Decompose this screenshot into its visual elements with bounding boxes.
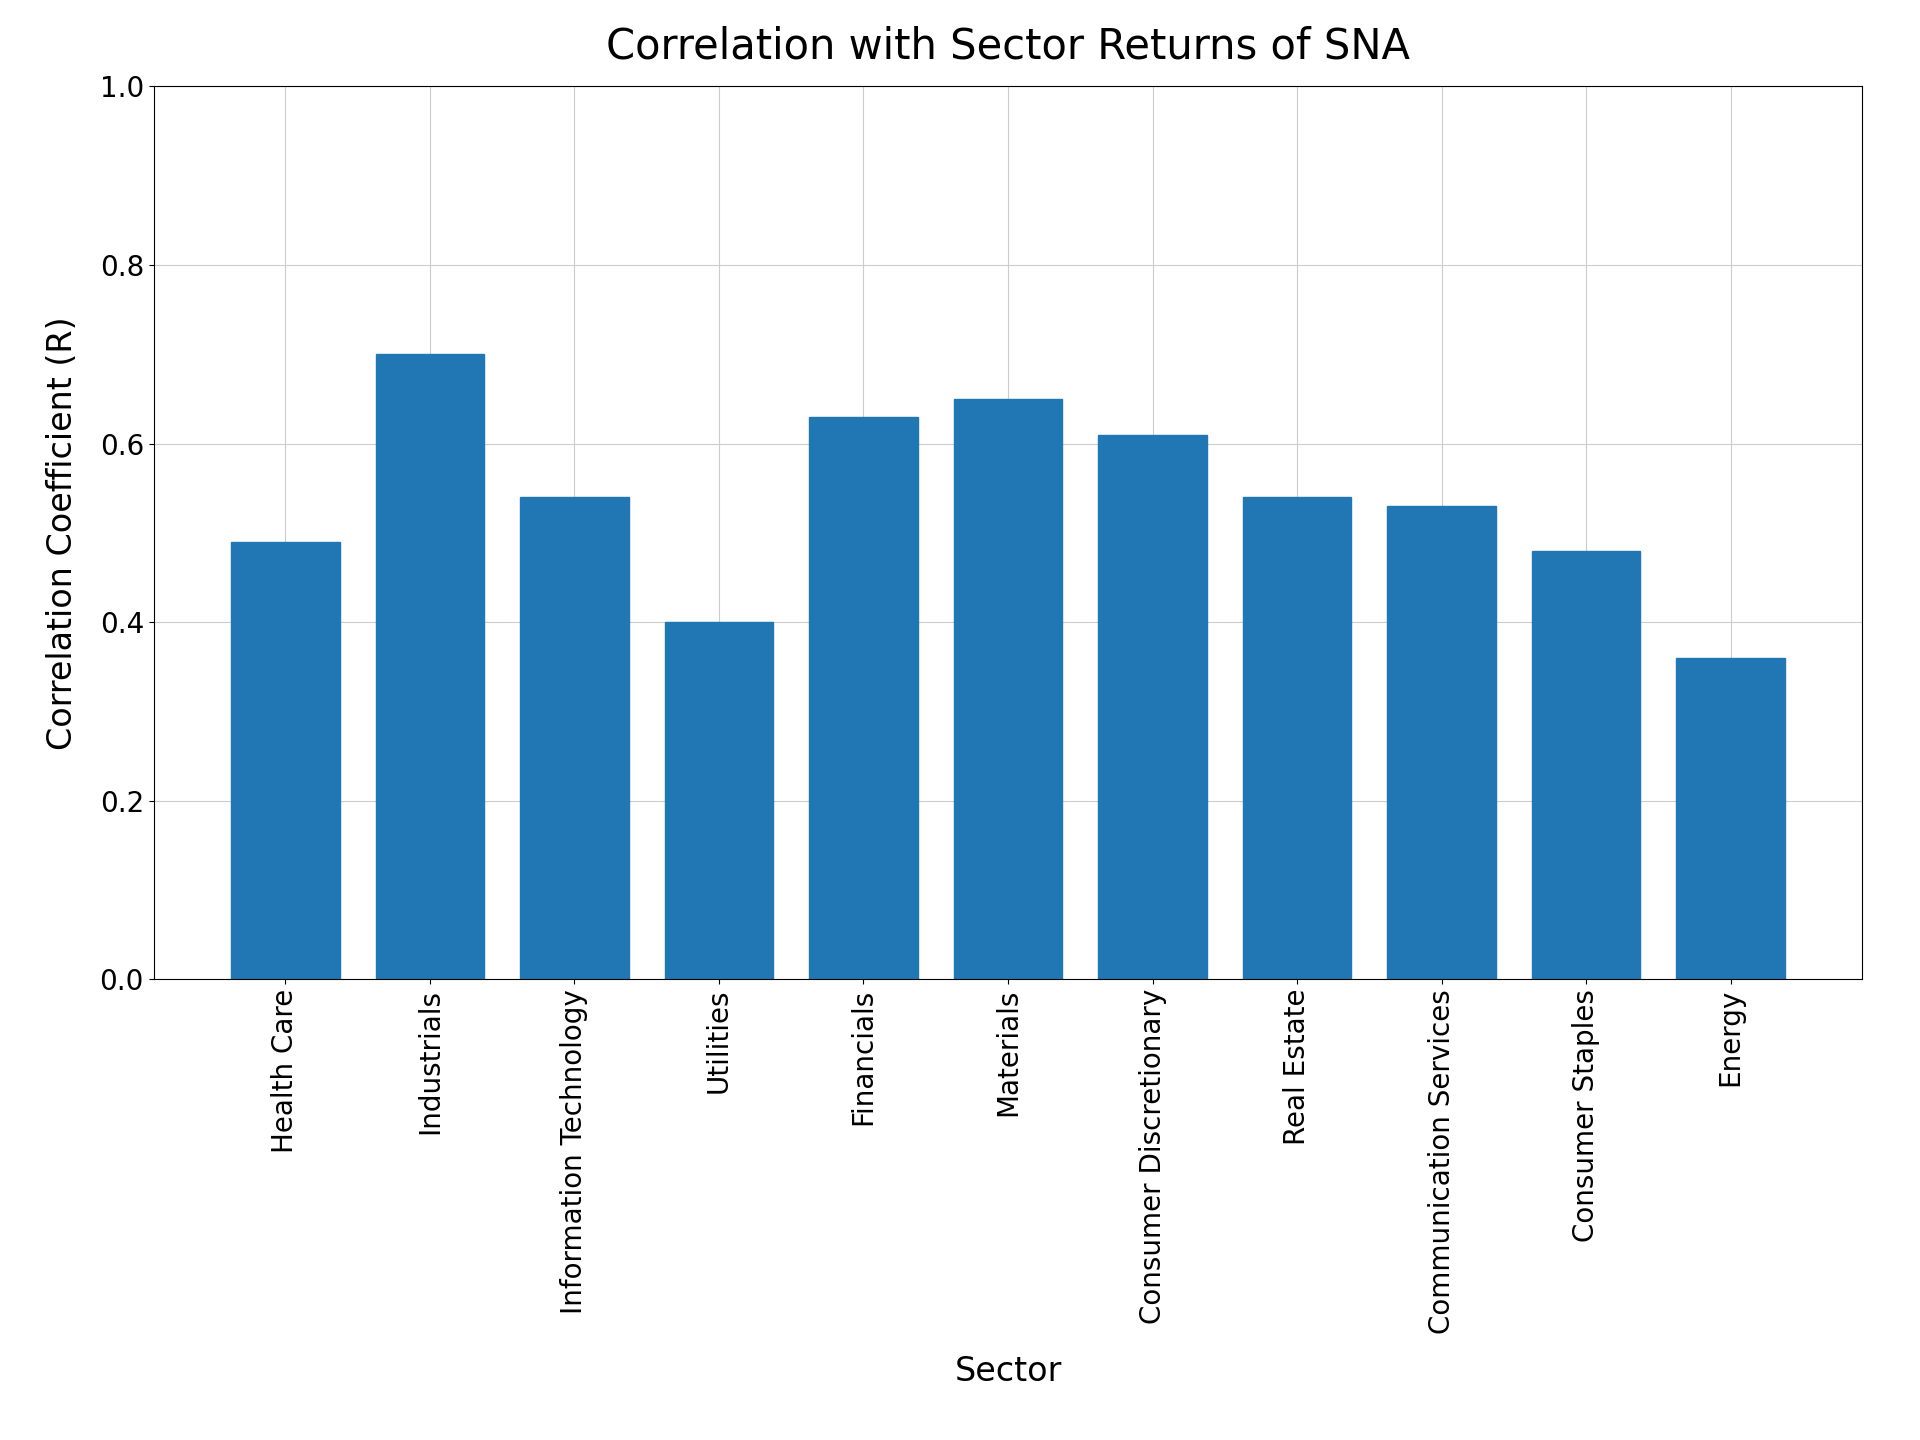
Bar (520, 497, 628, 979)
Bar (1676, 658, 1786, 979)
Bar (1242, 497, 1352, 979)
Title: Correlation with Sector Returns of SNA: Correlation with Sector Returns of SNA (607, 26, 1409, 68)
Bar (954, 399, 1062, 979)
Bar (1388, 505, 1496, 979)
Bar (230, 541, 340, 979)
Bar (1532, 550, 1640, 979)
Bar (1098, 435, 1206, 979)
Bar (810, 416, 918, 979)
Y-axis label: Correlation Coefficient (R): Correlation Coefficient (R) (46, 315, 79, 750)
X-axis label: Sector: Sector (954, 1355, 1062, 1388)
Bar (664, 622, 774, 979)
Bar (376, 354, 484, 979)
